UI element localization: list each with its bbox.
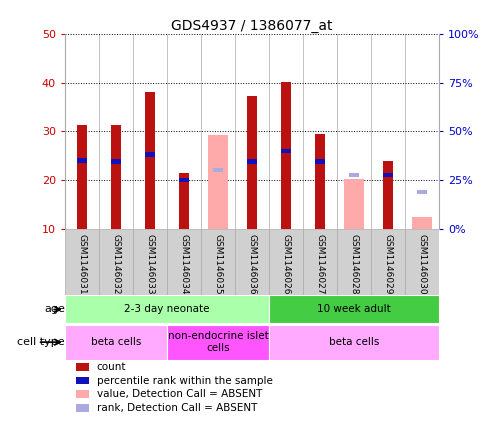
Text: rank, Detection Call = ABSENT: rank, Detection Call = ABSENT (97, 403, 257, 413)
Text: GSM1146030: GSM1146030 (418, 234, 427, 295)
Bar (76, 390, 89, 398)
Text: beta cells: beta cells (91, 337, 141, 347)
Text: cell type: cell type (17, 337, 65, 347)
Text: non-endocrine islet
cells: non-endocrine islet cells (168, 331, 268, 353)
Bar (77, 158, 87, 163)
Text: GSM1146027: GSM1146027 (315, 234, 324, 294)
Bar (269, 229, 303, 295)
Bar (371, 229, 405, 295)
Text: beta cells: beta cells (329, 337, 379, 347)
Text: GSM1146028: GSM1146028 (350, 234, 359, 294)
Bar (247, 96, 257, 229)
Text: percentile rank within the sample: percentile rank within the sample (97, 376, 272, 386)
Bar (337, 229, 371, 295)
Text: GSM1146032: GSM1146032 (111, 234, 120, 294)
Bar (201, 229, 235, 295)
Bar (269, 325, 439, 360)
Bar (179, 178, 189, 182)
Bar (99, 229, 133, 295)
Text: age: age (44, 305, 65, 314)
Bar (247, 159, 257, 164)
Bar (344, 179, 364, 229)
Bar (76, 363, 89, 371)
Bar (167, 325, 269, 360)
Bar (133, 229, 167, 295)
Text: value, Detection Call = ABSENT: value, Detection Call = ABSENT (97, 389, 262, 399)
Bar (315, 134, 325, 229)
Bar (65, 229, 99, 295)
Bar (412, 217, 432, 229)
Text: GSM1146026: GSM1146026 (281, 234, 290, 294)
Bar (65, 295, 269, 324)
Text: count: count (97, 362, 126, 372)
Text: GSM1146036: GSM1146036 (248, 234, 256, 295)
Bar (76, 377, 89, 385)
Bar (269, 295, 439, 324)
Bar (315, 159, 325, 164)
Bar (349, 173, 359, 177)
Text: GSM1146033: GSM1146033 (145, 234, 154, 295)
Bar (167, 229, 201, 295)
Bar (65, 325, 167, 360)
Bar (179, 173, 189, 229)
Text: GSM1146034: GSM1146034 (180, 234, 189, 294)
Title: GDS4937 / 1386077_at: GDS4937 / 1386077_at (171, 19, 333, 33)
Text: GSM1146031: GSM1146031 (77, 234, 86, 295)
Bar (281, 148, 291, 153)
Bar (383, 162, 393, 229)
Bar (383, 173, 393, 177)
Bar (405, 229, 439, 295)
Text: GSM1146029: GSM1146029 (384, 234, 393, 294)
Bar (145, 152, 155, 157)
Text: 10 week adult: 10 week adult (317, 305, 391, 314)
Bar (235, 229, 269, 295)
Bar (303, 229, 337, 295)
Text: 2-3 day neonate: 2-3 day neonate (124, 305, 210, 314)
Bar (145, 92, 155, 229)
Bar (111, 126, 121, 229)
Bar (76, 404, 89, 412)
Bar (111, 159, 121, 164)
Bar (77, 126, 87, 229)
Bar (417, 190, 427, 194)
Bar (208, 135, 228, 229)
Text: GSM1146035: GSM1146035 (214, 234, 223, 295)
Bar (281, 82, 291, 229)
Bar (213, 168, 223, 173)
